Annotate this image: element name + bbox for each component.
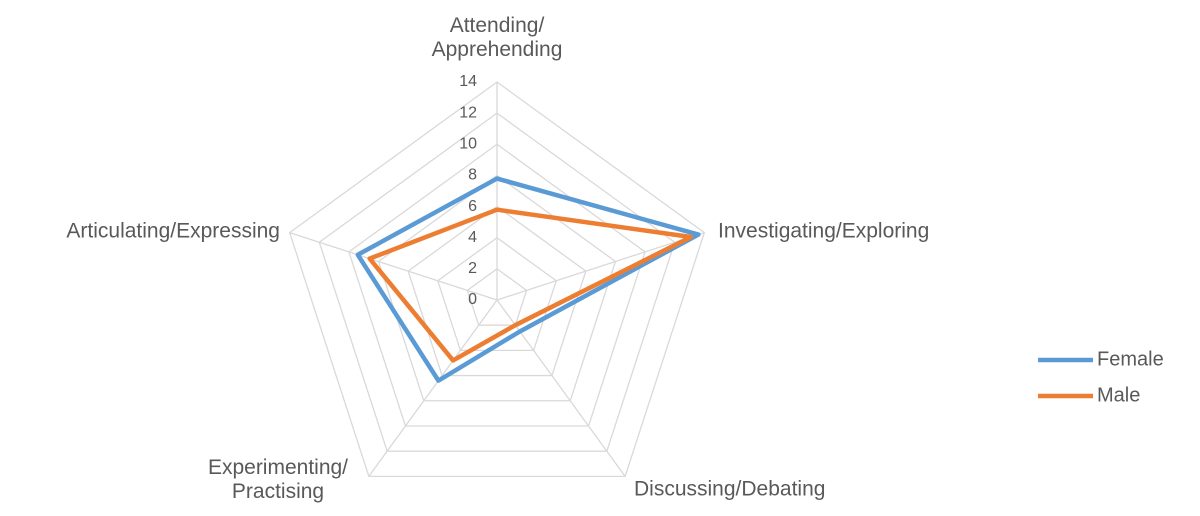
plot [355, 176, 701, 383]
grid-ring [288, 81, 706, 478]
grid-ring [407, 205, 587, 377]
legend-label: Male [1097, 384, 1140, 406]
labels: 0 2 4 6 8 10 12 14 Attending/Apprehending Investi… [66, 14, 1163, 503]
category-label: Discussing/Debating [634, 478, 825, 501]
series-line [355, 176, 701, 383]
grid-ring [348, 143, 646, 427]
r-tick-label: 12 [459, 104, 477, 121]
grid [288, 81, 706, 478]
category-label: Attending/Apprehending [432, 14, 563, 61]
category-label: Articulating/Expressing [66, 220, 280, 243]
category-label: Experimenting/Practising [208, 456, 348, 503]
r-tick-label: 6 [468, 198, 477, 215]
spoke [496, 299, 626, 477]
legend-label: Female [1097, 348, 1164, 370]
r-tick-label: 2 [468, 260, 477, 277]
spoke [496, 232, 705, 301]
r-tick-label: 8 [468, 167, 477, 184]
series-line [367, 207, 694, 363]
r-tick-label: 0 [468, 291, 477, 308]
grid-ring [466, 268, 528, 326]
r-tick-label: 14 [459, 73, 477, 90]
grid-ring [436, 236, 558, 352]
r-tick-label: 4 [468, 229, 477, 246]
r-tick-label: 10 [459, 136, 477, 153]
spoke [289, 232, 498, 301]
category-label: Investigating/Exploring [718, 220, 929, 243]
spoke [368, 299, 498, 477]
